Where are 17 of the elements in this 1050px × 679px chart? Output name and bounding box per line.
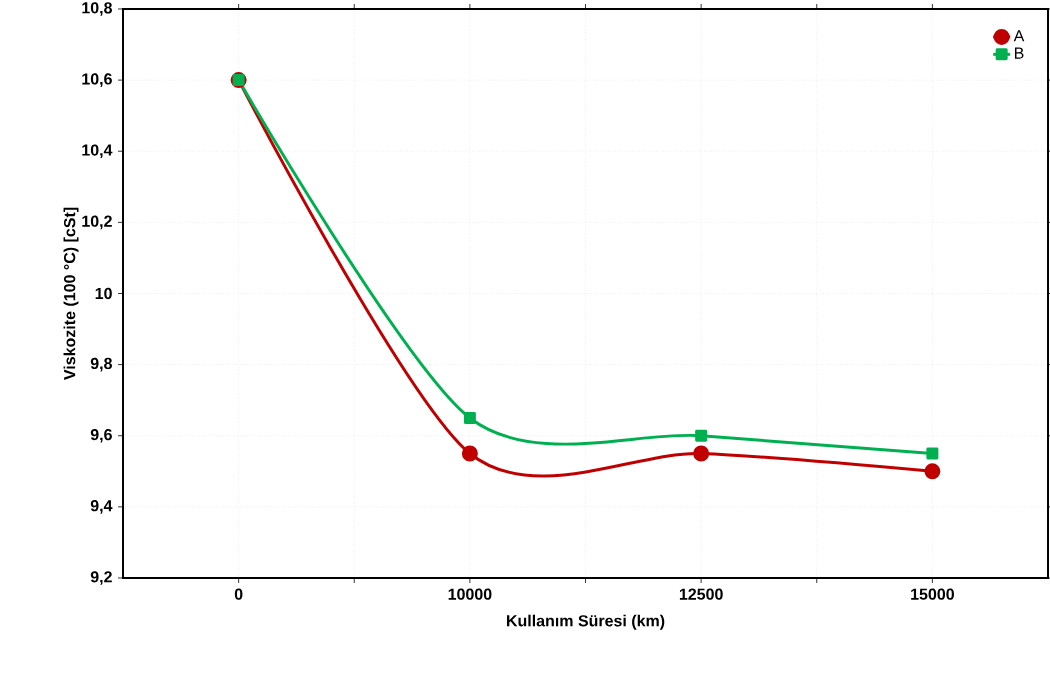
x-tick-label: 12500 [679,588,723,600]
y-tick-label: 10,2 [82,215,112,230]
y-tick-label: 10,6 [82,73,112,87]
legend-label: A [1013,30,1025,42]
y-tick-label: 10,4 [82,144,113,159]
x-axis-title: Kullanım Süresi (km) [507,614,665,630]
y-tick-label: 9,8 [90,357,112,372]
y-tick-label: 10 [95,287,112,300]
y-axis-title: Viskozite (100 °C) [cSt] [63,207,79,381]
y-tick-label: 10,8 [82,2,112,16]
x-tick-label: 0 [234,588,243,600]
y-tick-label: 9,4 [90,500,113,514]
x-tick-label: 10000 [448,588,492,600]
y-tick-label: 9,2 [90,571,112,585]
legend-label: B [1014,47,1024,59]
y-tick-label: 9,6 [90,428,112,443]
x-tick-label: 15000 [911,588,954,600]
